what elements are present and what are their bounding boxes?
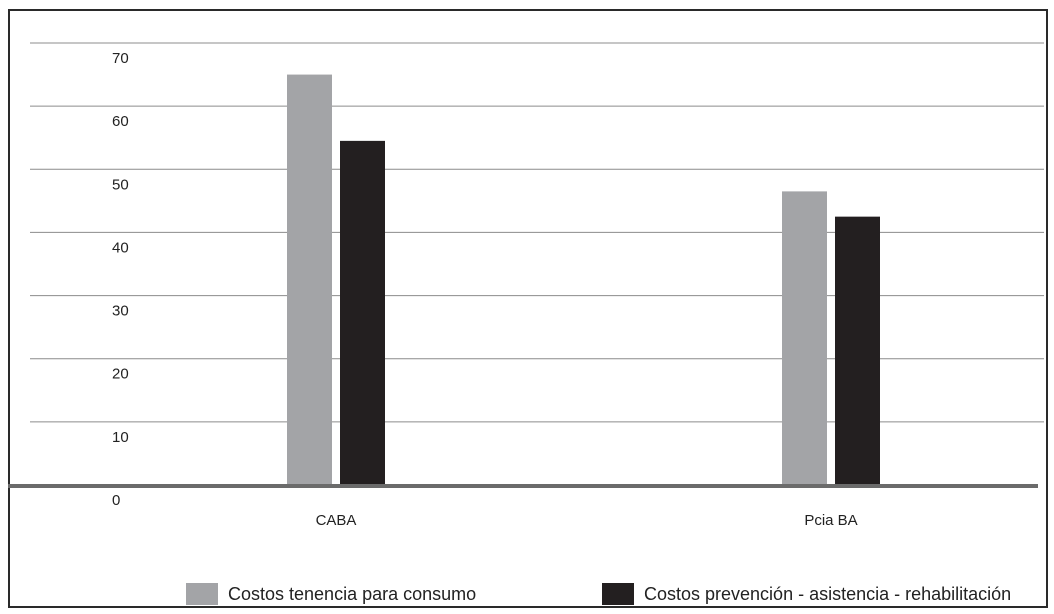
x-category-label: CABA [316, 512, 357, 529]
y-tick-label: 40 [112, 239, 129, 256]
x-axis-baseline [8, 484, 1038, 488]
bars [287, 75, 880, 485]
bar-caba-series-0 [287, 75, 332, 485]
bar-pcia-ba-series-1 [835, 217, 880, 485]
legend-label-series-0: Costos tenencia para consumo [228, 583, 476, 605]
x-category-label: Pcia BA [804, 512, 857, 529]
gridlines [30, 43, 1044, 422]
legend: Costos tenencia para consumo Costos prev… [0, 591, 1054, 611]
y-tick-label: 50 [112, 176, 129, 193]
legend-swatch-series-0 [186, 583, 218, 605]
legend-label-series-1: Costos prevención - asistencia - rehabil… [644, 583, 1011, 605]
y-tick-label: 30 [112, 303, 129, 320]
y-tick-labels: 0 10 20 30 40 50 60 70 [112, 50, 129, 509]
y-tick-label: 0 [112, 492, 120, 509]
bar-caba-series-1 [340, 141, 385, 485]
y-tick-label: 20 [112, 366, 129, 383]
x-axis-line [8, 484, 1038, 488]
legend-item-series-0: Costos tenencia para consumo [186, 583, 476, 605]
y-tick-label: 60 [112, 113, 129, 130]
y-tick-label: 10 [112, 429, 129, 446]
legend-swatch-series-1 [602, 583, 634, 605]
bar-pcia-ba-series-0 [782, 191, 827, 485]
y-tick-label: 70 [112, 50, 129, 67]
legend-item-series-1: Costos prevención - asistencia - rehabil… [602, 583, 1011, 605]
category-labels: CABA Pcia BA [316, 512, 858, 529]
